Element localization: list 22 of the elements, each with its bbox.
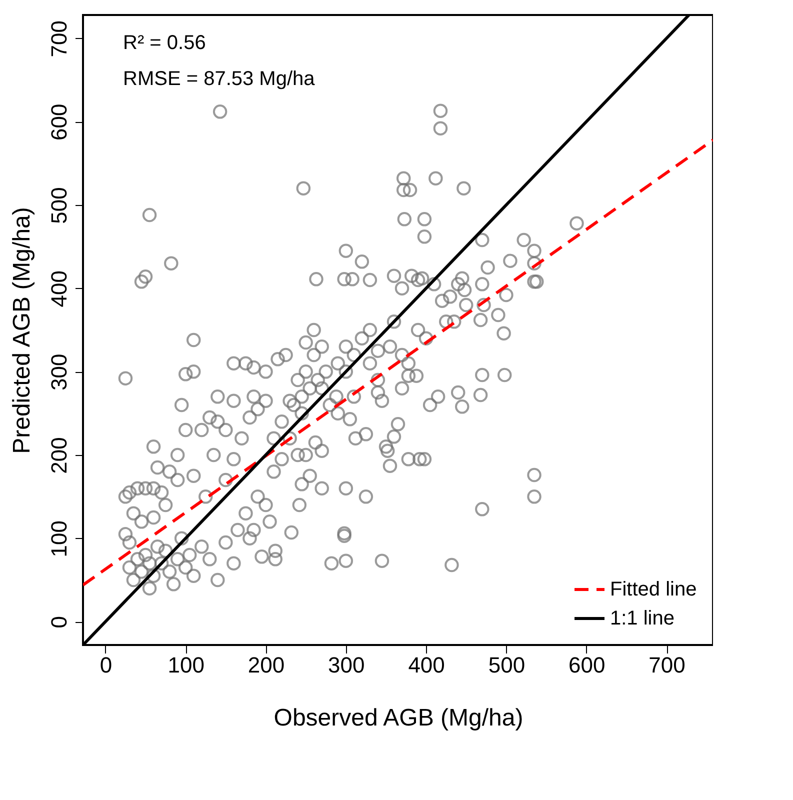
x-tick-label: 400 bbox=[408, 652, 445, 678]
y-tick-label: 700 bbox=[46, 20, 72, 58]
x-tick-label: 700 bbox=[648, 652, 686, 678]
y-axis-title: Predicted AGB (Mg/ha) bbox=[8, 207, 36, 454]
x-tick-label: 300 bbox=[328, 652, 365, 678]
y-tick-label: 100 bbox=[46, 520, 72, 558]
x-tick-label: 100 bbox=[168, 652, 204, 678]
annotation: R² = 0.56 bbox=[123, 32, 206, 54]
y-tick-label: 0 bbox=[46, 616, 72, 628]
x-tick-label: 600 bbox=[568, 652, 606, 678]
y-tick-label: 300 bbox=[46, 354, 72, 391]
legend-label: 1:1 line bbox=[610, 608, 674, 630]
y-tick-label: 600 bbox=[46, 104, 72, 141]
y-tick-label: 400 bbox=[46, 270, 72, 308]
x-tick-label: 0 bbox=[100, 652, 112, 678]
y-tick-label: 500 bbox=[46, 187, 72, 224]
x-tick-label: 200 bbox=[248, 652, 285, 678]
x-axis-title: Observed AGB (Mg/ha) bbox=[274, 704, 524, 732]
annotation: RMSE = 87.53 Mg/ha bbox=[123, 68, 316, 90]
y-tick-label: 200 bbox=[46, 437, 72, 474]
x-tick-label: 500 bbox=[488, 652, 526, 678]
legend-label: Fitted line bbox=[610, 578, 697, 600]
